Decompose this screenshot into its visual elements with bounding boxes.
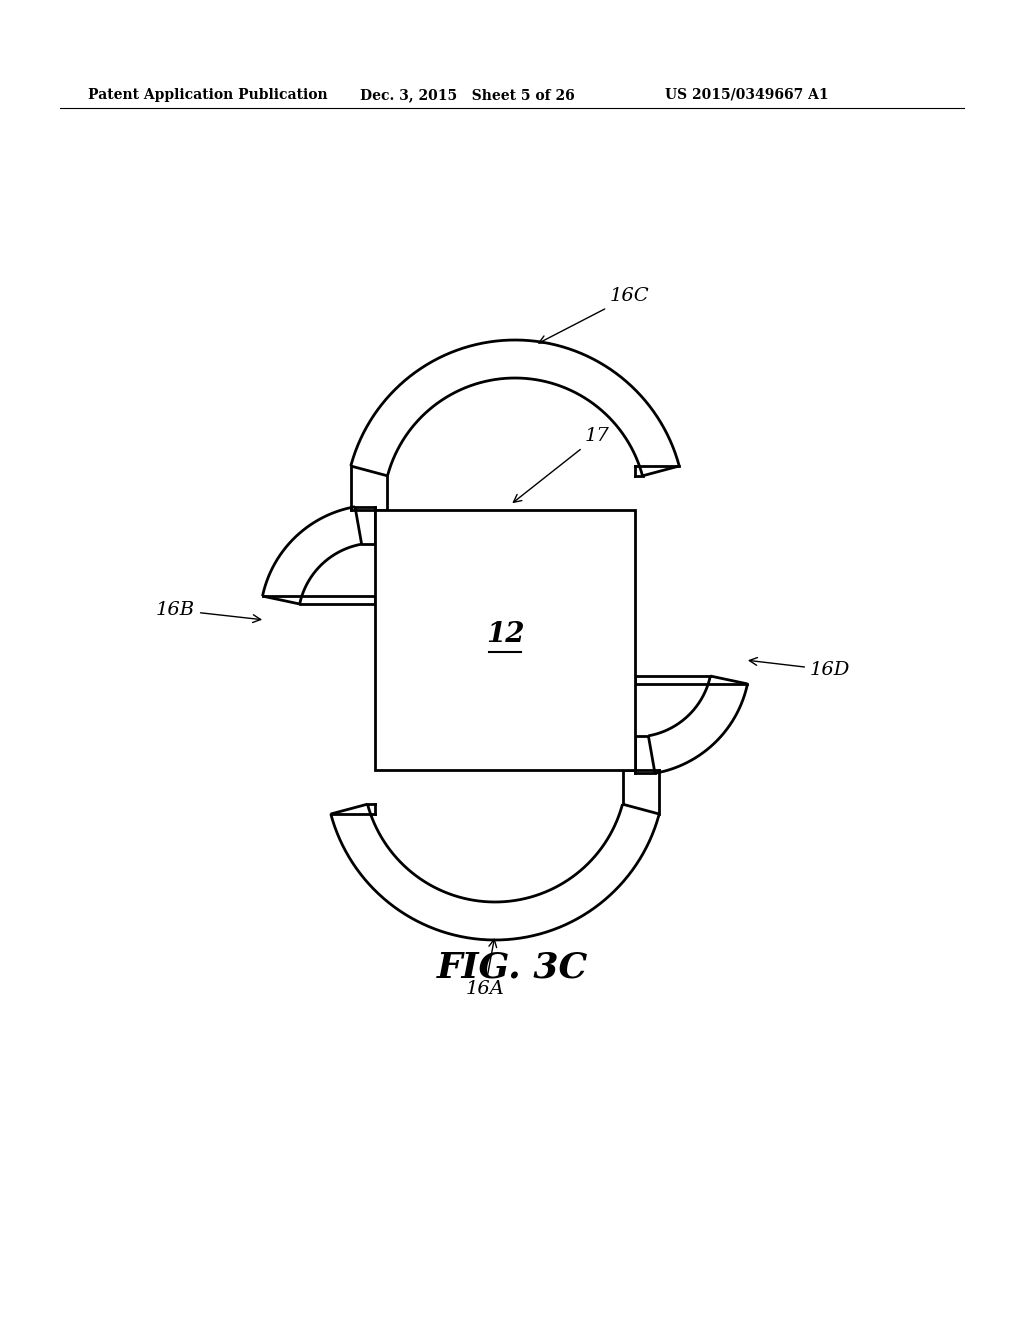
Bar: [375, 510, 635, 770]
Text: 16D: 16D: [750, 657, 850, 678]
Text: Patent Application Publication: Patent Application Publication: [88, 88, 328, 102]
Text: 12: 12: [485, 622, 524, 648]
Text: 16C: 16C: [539, 286, 649, 343]
Text: 16A: 16A: [466, 940, 505, 998]
Text: FIG. 3C: FIG. 3C: [436, 950, 588, 983]
Text: 16B: 16B: [156, 601, 261, 623]
Text: Dec. 3, 2015   Sheet 5 of 26: Dec. 3, 2015 Sheet 5 of 26: [360, 88, 574, 102]
Text: US 2015/0349667 A1: US 2015/0349667 A1: [665, 88, 828, 102]
Text: 17: 17: [513, 426, 609, 503]
